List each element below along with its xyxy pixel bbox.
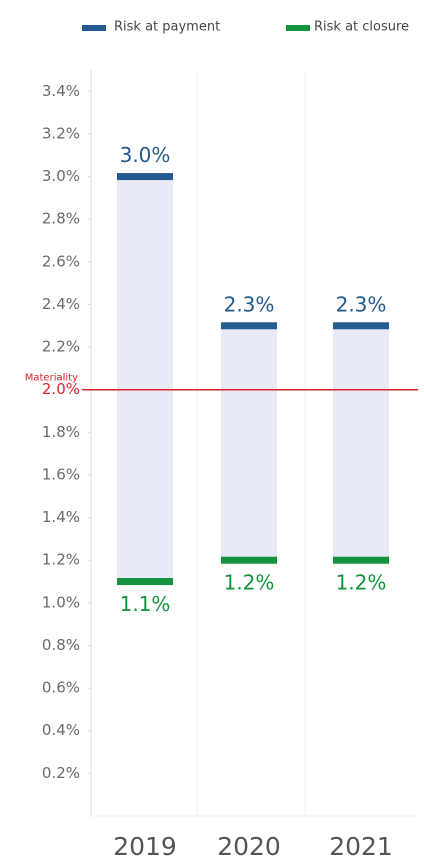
y-tick-label: 2.8% [42,210,80,228]
y-tick-label: 0.4% [42,721,80,739]
data-label: 3.0% [120,143,171,167]
y-tick-label: 2.2% [42,338,80,356]
data-label: 1.1% [120,592,171,616]
data-label: 2.3% [224,292,275,316]
legend-swatch [286,25,310,31]
legend-label: Risk at payment [114,20,220,35]
y-tick-label: 3.0% [42,167,80,185]
marker [333,556,389,564]
data-label: 1.2% [336,571,387,595]
y-tick-label: 1.6% [42,465,80,483]
marker [117,173,173,181]
legend-label: Risk at closure [314,20,409,35]
y-tick-label: 1.8% [42,423,80,441]
range-bar [333,325,389,561]
y-tick-label: 1.2% [42,551,80,569]
range-bar [117,176,173,582]
marker [221,556,277,564]
y-tick-label: 2.4% [42,295,80,313]
marker [333,322,389,330]
marker [117,578,173,586]
y-tick-label: 0.8% [42,636,80,654]
y-tick-label: 3.4% [42,82,80,100]
threshold-label: Materiality [25,373,78,384]
x-tick-label: 2020 [217,832,281,859]
y-tick-label: 1.0% [42,593,80,611]
range-bar [221,325,277,561]
y-tick-label: 0.6% [42,679,80,697]
marker [221,322,277,330]
y-tick-label: 1.4% [42,508,80,526]
x-tick-label: 2019 [113,832,177,859]
data-label: 1.2% [224,571,275,595]
y-tick-label: 2.6% [42,252,80,270]
data-label: 2.3% [336,292,387,316]
x-tick-label: 2021 [329,832,393,859]
legend-swatch [82,25,106,31]
y-tick-label: 3.2% [42,124,80,142]
y-tick-label: 0.2% [42,764,80,782]
y-tick-label: 2.0% [42,380,80,398]
